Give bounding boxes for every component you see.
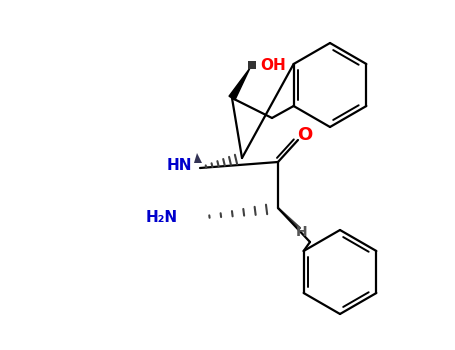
Polygon shape: [229, 68, 250, 100]
Polygon shape: [194, 153, 202, 163]
Text: H₂N: H₂N: [146, 210, 178, 225]
Text: H: H: [296, 225, 308, 239]
Text: HN: HN: [167, 158, 192, 173]
Text: O: O: [298, 126, 313, 144]
Bar: [248, 61, 256, 69]
Text: OH: OH: [260, 57, 286, 72]
